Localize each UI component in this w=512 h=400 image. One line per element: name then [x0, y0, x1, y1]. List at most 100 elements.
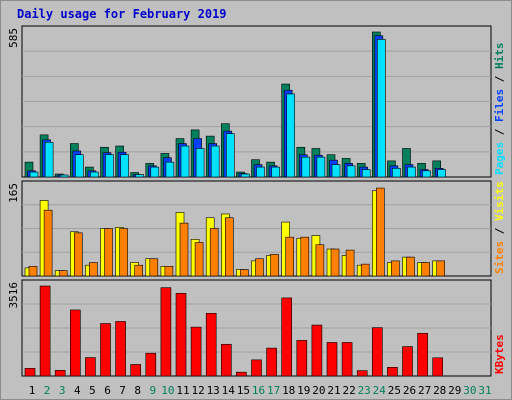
chart-title: Daily usage for February 2019	[17, 7, 227, 21]
day-label-28: 28	[433, 384, 446, 397]
day-label-12: 12	[191, 384, 204, 397]
bar-sites-day-1	[28, 265, 38, 277]
bar-pages-day-25	[392, 168, 401, 178]
bar-kbytes-day-19	[296, 340, 308, 377]
bar-kbytes-day-14	[221, 343, 232, 377]
bar-kbytes-day-23	[356, 370, 368, 377]
bar-sites-day-22	[345, 249, 355, 277]
bar-kbytes-day-12	[190, 326, 202, 377]
bar-sites-day-21	[330, 248, 340, 277]
bar-kbytes-day-17	[266, 347, 277, 377]
bar-pages-day-14	[226, 133, 235, 178]
bar-kbytes-day-3	[54, 370, 66, 377]
day-label-20: 20	[312, 384, 325, 397]
bar-pages-day-1	[29, 171, 39, 178]
day-label-29: 29	[448, 384, 461, 397]
bar-pages-day-4	[75, 154, 84, 178]
bar-pages-day-18	[286, 93, 296, 178]
day-label-24: 24	[373, 384, 387, 397]
bar-sites-day-15	[240, 269, 249, 277]
day-label-17: 17	[267, 384, 280, 397]
bar-sites-day-8	[134, 264, 143, 277]
bar-pages-day-28	[437, 169, 447, 178]
bar-pages-day-21	[331, 164, 341, 178]
bar-pages-day-27	[422, 170, 431, 178]
bar-sites-day-10	[164, 265, 174, 277]
bar-sites-day-14	[225, 217, 234, 277]
day-label-9: 9	[149, 384, 156, 397]
bar-kbytes-day-20	[311, 324, 323, 377]
bar-kbytes-day-18	[281, 297, 293, 377]
day-label-18: 18	[282, 384, 295, 397]
day-label-31: 31	[478, 384, 491, 397]
bar-pages-day-3	[59, 174, 69, 178]
ymax-label: 3516	[7, 282, 20, 309]
bar-pages-day-5	[90, 171, 99, 178]
bar-sites-day-4	[74, 232, 83, 277]
bar-kbytes-day-7	[115, 321, 126, 377]
day-label-30: 30	[463, 384, 476, 397]
bar-pages-day-26	[407, 166, 416, 178]
bar-sites-day-20	[315, 244, 325, 277]
day-label-15: 15	[237, 384, 250, 397]
bar-kbytes-day-25	[387, 366, 398, 377]
bar-pages-day-24	[376, 39, 386, 178]
bar-pages-day-13	[210, 145, 220, 178]
ymax-label: 165	[7, 183, 20, 203]
bar-pages-day-8	[135, 174, 144, 178]
bar-sites-day-24	[375, 187, 385, 277]
day-label-19: 19	[297, 384, 310, 397]
legend-entry-kbytes: KBytes	[493, 334, 506, 374]
bar-sites-day-18	[285, 236, 295, 277]
bar-kbytes-day-22	[341, 342, 353, 377]
bar-pages-day-23	[361, 169, 371, 178]
legend-entry-pages: Pages	[493, 142, 506, 175]
day-label-6: 6	[104, 384, 111, 397]
legend-entry-hits: Hits	[493, 43, 506, 70]
day-label-3: 3	[59, 384, 66, 397]
bar-kbytes-day-4	[70, 309, 81, 377]
day-label-14: 14	[222, 384, 236, 397]
bar-pages-day-11	[180, 145, 190, 178]
bar-sites-day-26	[406, 256, 415, 277]
bar-kbytes-day-16	[251, 359, 262, 377]
day-label-25: 25	[388, 384, 401, 397]
bar-kbytes-day-28	[432, 357, 444, 377]
legend-entry-sep1: /	[493, 122, 506, 142]
bar-kbytes-day-5	[85, 357, 96, 377]
bar-sites-day-13	[209, 228, 219, 277]
day-label-4: 4	[74, 384, 81, 397]
bar-kbytes-day-11	[175, 293, 187, 377]
bar-kbytes-day-1	[24, 368, 36, 377]
day-label-2: 2	[44, 384, 51, 397]
day-label-23: 23	[358, 384, 371, 397]
bar-sites-day-23	[360, 263, 370, 277]
bar-sites-day-12	[194, 242, 204, 277]
legend-entry-files: Files	[493, 89, 506, 122]
bar-pages-day-12	[195, 148, 205, 178]
bar-pages-day-2	[44, 141, 54, 178]
bar-kbytes-day-6	[100, 323, 111, 377]
bar-kbytes-day-26	[402, 346, 413, 377]
bar-sites-day-16	[255, 258, 264, 277]
legend-entry-sep2: /	[493, 69, 506, 89]
bar-sites-day-5	[89, 262, 98, 277]
bar-pages-day-7	[120, 154, 129, 178]
bar-sites-day-17	[270, 254, 279, 277]
bar-sites-day-6	[104, 228, 113, 277]
bar-sites-day-9	[149, 258, 159, 277]
bar-sites-day-27	[421, 262, 430, 277]
day-label-1: 1	[29, 384, 36, 397]
bar-kbytes-day-8	[130, 364, 141, 377]
bar-pages-day-15	[241, 173, 250, 178]
bar-pages-day-17	[271, 166, 280, 178]
day-label-22: 22	[342, 384, 355, 397]
legend-top: Pages / Files / Hits	[493, 43, 506, 176]
bar-sites-day-7	[119, 228, 128, 277]
bar-sites-day-19	[300, 236, 310, 277]
bar-kbytes-day-21	[326, 342, 338, 377]
bar-kbytes-day-13	[205, 312, 217, 377]
legend-middle: Sites / Visits	[493, 181, 506, 274]
bar-sites-day-3	[58, 270, 68, 277]
